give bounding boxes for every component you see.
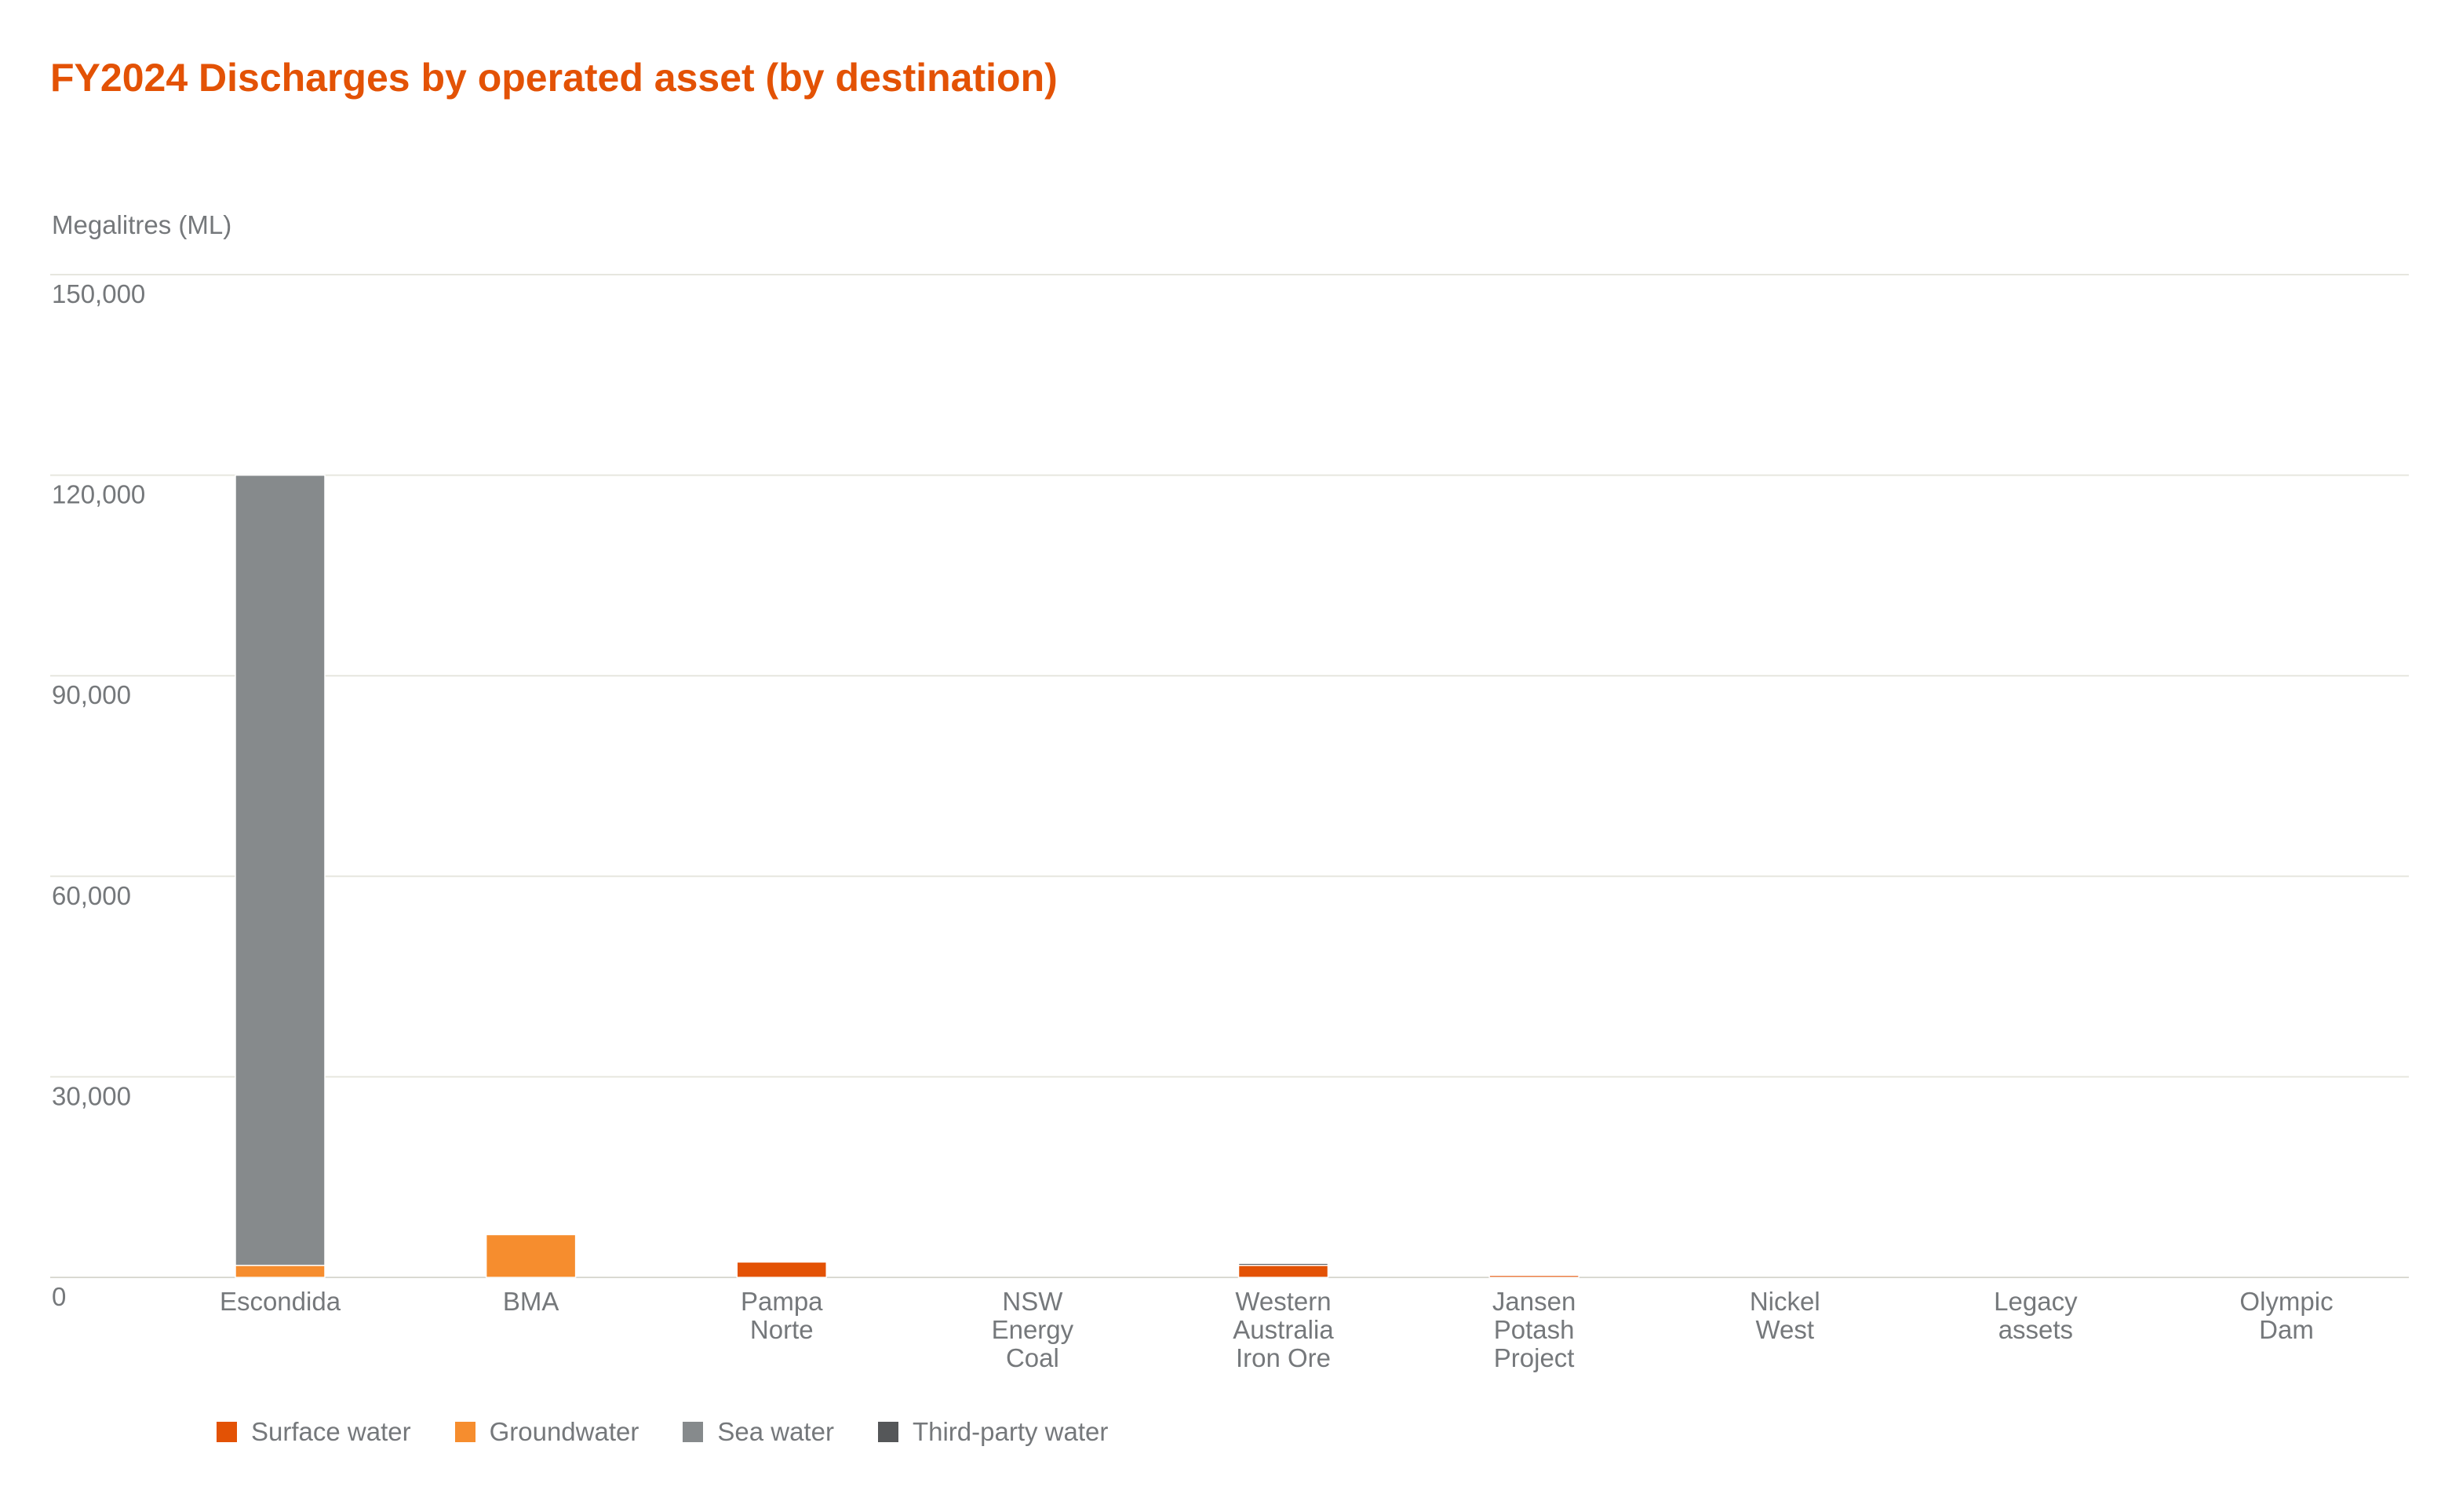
x-axis-ticks: Escondida BMA Pampa Norte NSW Energy Coal Weste… (220, 1287, 2334, 1372)
x-tick-label: Escondida (220, 1287, 341, 1316)
x-tick-label: Nickel West (1750, 1287, 1820, 1344)
y-axis-units-label: Megalitres (ML) (52, 210, 232, 239)
y-axis-ticks: 0 30,000 60,000 90,000 120,000 150,000 (52, 279, 145, 1311)
bar-segment (1488, 1274, 1579, 1278)
x-tick-label: BMA (503, 1287, 559, 1316)
x-tick-label: Pampa Norte (741, 1287, 823, 1344)
legend-label: Surface water (251, 1417, 411, 1446)
legend-label: Groundwater (489, 1417, 639, 1446)
y-tick-label: 60,000 (52, 881, 131, 910)
legend-label: Sea water (717, 1417, 834, 1446)
bar-segment (1237, 1264, 1329, 1278)
x-tick-label: Jansen Potash Project (1492, 1287, 1576, 1372)
bar-segment (736, 1261, 827, 1278)
legend-swatch (683, 1422, 704, 1442)
y-tick-label: 90,000 (52, 680, 131, 709)
bar-segment (235, 1264, 326, 1278)
y-tick-label: 120,000 (52, 480, 145, 509)
legend-item: Third-party water (877, 1417, 1109, 1447)
x-tick-label: Olympic Dam (2239, 1287, 2333, 1344)
y-tick-label: 0 (52, 1282, 66, 1311)
y-tick-label: 150,000 (52, 279, 145, 308)
x-tick-label: NSW Energy Coal (992, 1287, 1074, 1372)
gridlines (50, 274, 2409, 1278)
legend-item: Groundwater (454, 1417, 639, 1447)
y-tick-label: 30,000 (52, 1081, 131, 1110)
legend: Surface water Groundwater Sea water Third-p… (217, 1417, 1152, 1447)
bar-segment (235, 474, 326, 1266)
x-tick-label: Legacy assets (1994, 1287, 2078, 1344)
bar-segment (1237, 1262, 1329, 1266)
legend-item: Surface water (217, 1417, 411, 1447)
legend-swatch (877, 1422, 898, 1442)
bar-segment (485, 1233, 577, 1278)
legend-label: Third-party water (912, 1417, 1109, 1446)
chart-title: FY2024 Discharges by operated asset (by … (50, 56, 1058, 100)
legend-item: Sea water (683, 1417, 834, 1447)
legend-swatch (454, 1422, 475, 1442)
bars (235, 474, 1579, 1278)
x-tick-label: Western Australia Iron Ore (1233, 1287, 1334, 1372)
legend-swatch (217, 1422, 237, 1442)
